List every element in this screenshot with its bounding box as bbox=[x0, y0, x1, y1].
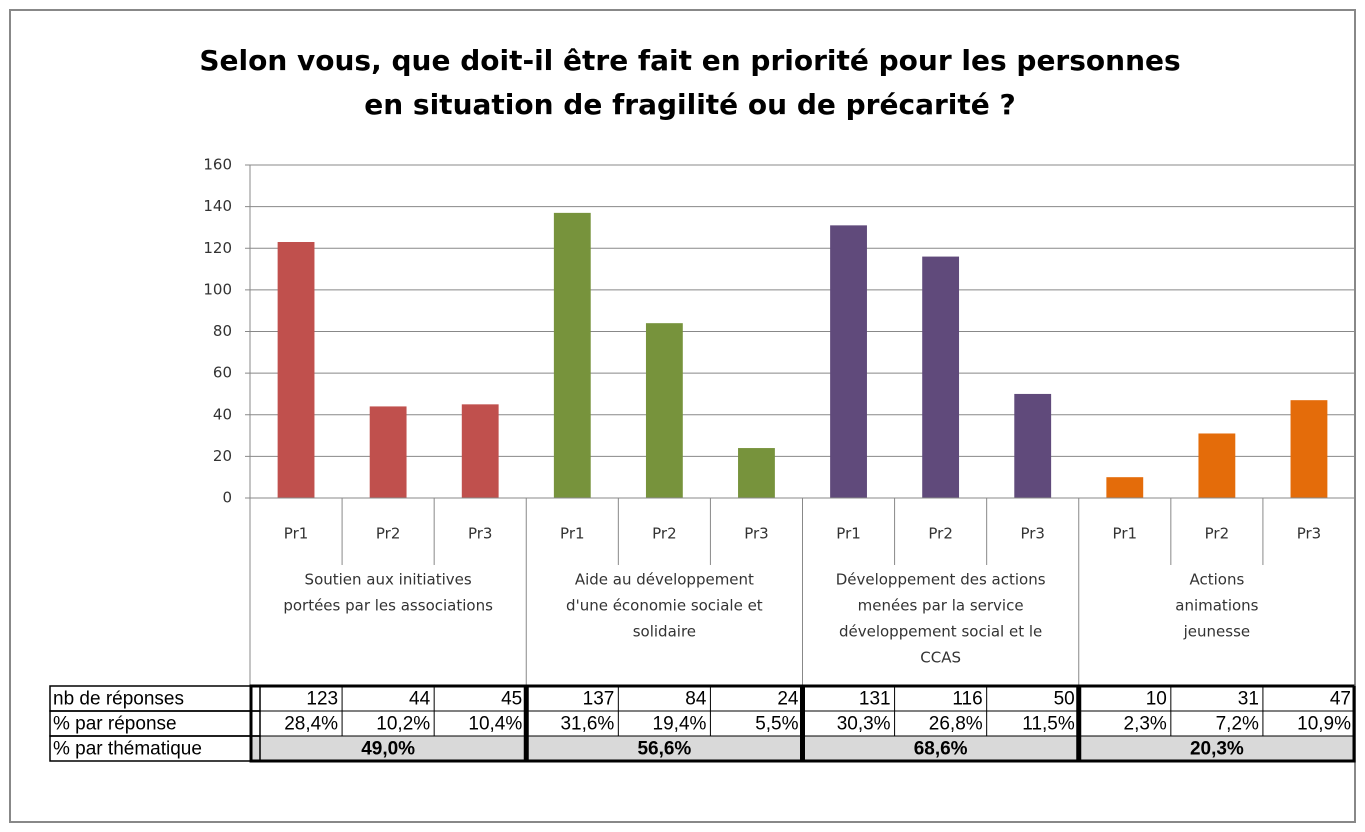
bar bbox=[830, 225, 867, 498]
x-tick-label: Pr3 bbox=[744, 525, 769, 543]
x-tick-label: Pr3 bbox=[468, 525, 493, 543]
row-label: nb de réponses bbox=[53, 689, 184, 710]
group-box bbox=[802, 684, 1080, 763]
group-label: portées par les associations bbox=[283, 597, 493, 615]
cell-count: 50 bbox=[1054, 689, 1075, 710]
chart-title: en situation de fragilité ou de précarit… bbox=[364, 88, 1015, 121]
cell-percent: 5,5% bbox=[755, 714, 798, 735]
group-label: Aide au développement bbox=[575, 571, 754, 589]
bar bbox=[1198, 433, 1236, 498]
bar bbox=[369, 406, 407, 498]
bar bbox=[922, 256, 960, 498]
cell-percent: 31,6% bbox=[560, 714, 614, 735]
theme-cell bbox=[528, 736, 801, 761]
cell-percent: 26,8% bbox=[929, 714, 983, 735]
group-box bbox=[249, 684, 527, 763]
bar bbox=[645, 323, 683, 498]
y-tick-label: 0 bbox=[222, 489, 232, 507]
group-label: d'une économie sociale et bbox=[566, 597, 763, 615]
group-box bbox=[1078, 684, 1356, 763]
cell-count: 84 bbox=[685, 689, 707, 710]
y-tick-label: 160 bbox=[203, 156, 232, 174]
y-tick-label: 140 bbox=[203, 197, 232, 215]
group-box bbox=[525, 684, 803, 763]
group-label: CCAS bbox=[920, 649, 961, 667]
bar bbox=[1290, 400, 1328, 498]
y-tick-label: 120 bbox=[203, 239, 232, 257]
cell-theme: 56,6% bbox=[637, 739, 691, 760]
cell-percent: 19,4% bbox=[653, 714, 707, 735]
x-tick-label: Pr3 bbox=[1297, 525, 1322, 543]
cell-count: 137 bbox=[583, 689, 615, 710]
bar bbox=[553, 212, 591, 498]
x-tick-label: Pr1 bbox=[836, 525, 861, 543]
group-label: Soutien aux initiatives bbox=[305, 571, 472, 589]
group-label: menées par la service bbox=[858, 597, 1024, 615]
bar bbox=[1014, 393, 1052, 498]
cell-percent: 10,9% bbox=[1297, 714, 1351, 735]
cell-count: 31 bbox=[1238, 689, 1259, 710]
x-tick-label: Pr3 bbox=[1020, 525, 1045, 543]
bar bbox=[738, 448, 775, 498]
cell-count: 44 bbox=[409, 689, 431, 710]
cell-count: 10 bbox=[1146, 689, 1167, 710]
x-tick-label: Pr1 bbox=[284, 525, 309, 543]
x-tick-label: Pr2 bbox=[1205, 525, 1230, 543]
y-tick-label: 100 bbox=[203, 280, 232, 298]
x-tick-label: Pr2 bbox=[928, 525, 953, 543]
cell-theme: 68,6% bbox=[914, 739, 968, 760]
theme-cell bbox=[804, 736, 1077, 761]
cell-count: 123 bbox=[306, 689, 338, 710]
y-tick-label: 20 bbox=[213, 447, 232, 465]
cell-percent: 10,4% bbox=[468, 714, 522, 735]
x-tick-label: Pr1 bbox=[560, 525, 585, 543]
group-label: développement social et le bbox=[839, 623, 1042, 641]
y-tick-label: 80 bbox=[213, 322, 232, 340]
group-label: jeunesse bbox=[1183, 623, 1251, 641]
cell-theme: 49,0% bbox=[361, 739, 415, 760]
cell-count: 24 bbox=[777, 689, 799, 710]
row-label: % par thématique bbox=[53, 739, 202, 760]
group-label: Actions bbox=[1189, 571, 1244, 589]
cell-count: 131 bbox=[859, 689, 891, 710]
cell-percent: 11,5% bbox=[1022, 714, 1075, 735]
bar bbox=[1106, 477, 1144, 498]
chart-title: Selon vous, que doit-il être fait en pri… bbox=[199, 44, 1180, 77]
cell-percent: 2,3% bbox=[1124, 714, 1167, 735]
row-label-cell bbox=[49, 735, 261, 762]
cell-count: 47 bbox=[1330, 689, 1351, 710]
group-label: Développement des actions bbox=[836, 571, 1046, 589]
x-tick-label: Pr2 bbox=[652, 525, 677, 543]
cell-percent: 7,2% bbox=[1216, 714, 1259, 735]
bar bbox=[461, 404, 499, 498]
y-tick-label: 40 bbox=[213, 405, 232, 423]
group-label: animations bbox=[1175, 597, 1258, 615]
group-label: solidaire bbox=[633, 623, 696, 641]
row-label: % par réponse bbox=[53, 714, 177, 735]
y-tick-label: 60 bbox=[213, 364, 232, 382]
cell-count: 116 bbox=[952, 689, 982, 710]
cell-percent: 28,4% bbox=[284, 714, 338, 735]
cell-percent: 30,3% bbox=[837, 714, 891, 735]
cell-theme: 20,3% bbox=[1190, 739, 1244, 760]
x-tick-label: Pr2 bbox=[376, 525, 401, 543]
bar bbox=[277, 242, 315, 498]
cell-count: 45 bbox=[501, 689, 522, 710]
theme-cell bbox=[1080, 736, 1353, 761]
theme-cell bbox=[252, 736, 525, 761]
cell-percent: 10,2% bbox=[376, 714, 430, 735]
x-tick-label: Pr1 bbox=[1113, 525, 1138, 543]
